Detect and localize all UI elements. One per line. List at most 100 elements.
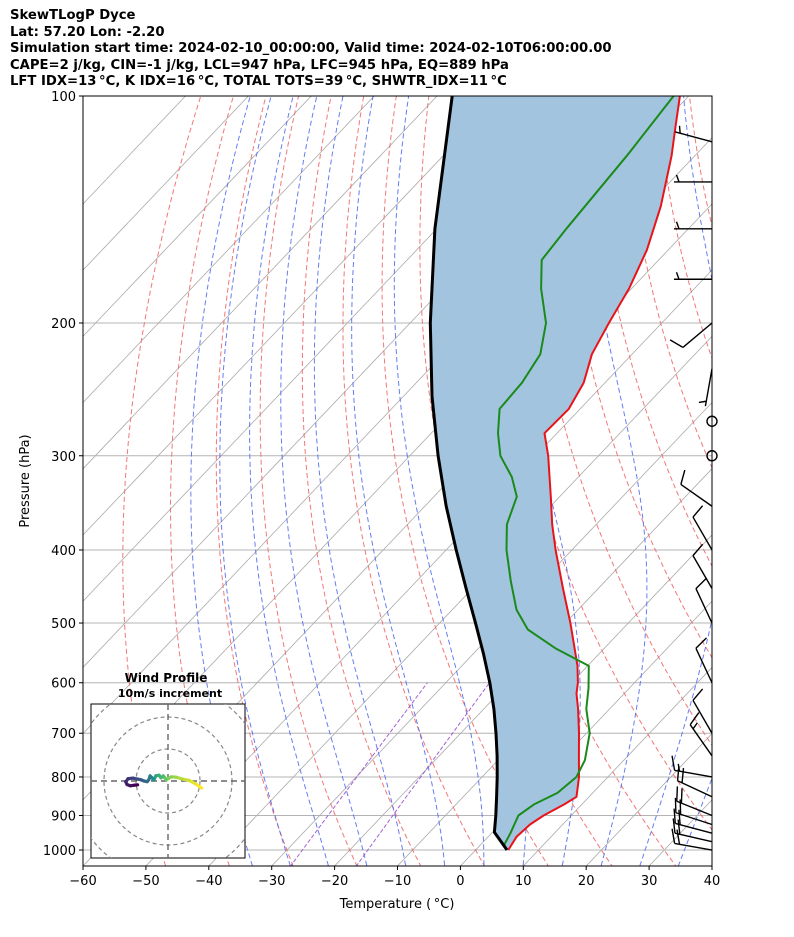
y-axis-label: Pressure (hPa)	[18, 434, 33, 527]
moist-adiabat	[280, 96, 368, 866]
barb-flag	[692, 505, 704, 518]
profile-lines	[428, 96, 681, 851]
dry-adiabat	[656, 96, 712, 360]
barb-staff	[704, 368, 713, 407]
y-tick-label: 1000	[43, 844, 76, 859]
wind-barb	[674, 272, 712, 280]
y-tick-label: 100	[51, 90, 76, 105]
x-tick-label: 20	[578, 874, 595, 889]
parcel-line	[428, 96, 509, 851]
x-tick-label: 30	[641, 874, 658, 889]
y-tick-label: 300	[51, 450, 76, 465]
moist-adiabat	[393, 96, 485, 866]
dry-adiabat	[785, 86, 794, 882]
barb-flag	[672, 818, 676, 834]
dewpoint-line	[497, 96, 675, 848]
mixing-ratio-line	[355, 682, 490, 866]
dry-adiabat	[342, 96, 486, 866]
barb-flag	[673, 808, 676, 824]
y-tick-label: 600	[51, 677, 76, 692]
moist-adiabat	[313, 96, 407, 866]
dry-adiabat	[301, 96, 422, 866]
dry-adiabat	[259, 96, 358, 866]
x-tick-label: 0	[456, 874, 464, 889]
wind-barb	[698, 368, 713, 407]
header: SkewTLogP Dyce Lat: 57.20 Lon: -2.20 Sim…	[10, 8, 612, 91]
barb-staff	[674, 769, 713, 778]
wind-barb	[671, 828, 713, 851]
y-tick-label: 200	[51, 317, 76, 332]
isotherm-line	[83, 96, 501, 536]
moist-adiabat	[351, 96, 446, 866]
barb-half-flag	[678, 125, 681, 134]
hodograph-title: Wind Profile	[125, 671, 208, 685]
isotherm-line	[83, 96, 375, 404]
wind-barb	[695, 637, 713, 684]
wind-barb	[692, 688, 713, 734]
wind-barb	[689, 712, 713, 757]
barb-staff	[692, 699, 713, 734]
cape-indices: CAPE=2 j/kg, CIN=-1 j/kg, LCL=947 hPa, L…	[10, 57, 509, 73]
barb-flag	[692, 543, 704, 557]
barb-staff	[695, 588, 713, 624]
x-tick-label: −10	[384, 874, 411, 889]
barb-staff	[675, 822, 713, 834]
barb-half-flag	[677, 763, 681, 772]
temperature-line	[507, 96, 681, 851]
barb-half-flag	[692, 722, 698, 730]
x-tick-label: −20	[321, 874, 348, 889]
dry-adiabat	[721, 86, 794, 882]
wind-barb	[673, 808, 713, 834]
x-tick-label: −60	[69, 874, 96, 889]
barb-flag	[669, 339, 684, 349]
barb-flag	[678, 809, 681, 825]
barb-half-flag	[675, 272, 680, 280]
barb-staff	[674, 832, 713, 843]
moist-adiabat	[219, 96, 291, 866]
isotherm-line	[208, 335, 712, 866]
wind-barb	[674, 797, 713, 826]
dry-adiabat	[688, 96, 712, 228]
wind-barb	[676, 786, 713, 817]
dry-adiabat	[491, 96, 712, 831]
hodograph-inset: Wind Profile 10m/s increment	[90, 671, 246, 859]
wind-barb	[695, 577, 713, 624]
simulation-time: Simulation start time: 2024-02-10_00:00:…	[10, 41, 612, 56]
barb-staff	[674, 842, 713, 851]
wind-barb	[674, 221, 712, 230]
barb-staff	[692, 516, 713, 551]
x-tick-label: −30	[258, 874, 285, 889]
barb-staff	[675, 131, 713, 143]
moist-adiabat	[677, 776, 712, 866]
barb-staff	[677, 780, 713, 798]
wind-barb	[680, 469, 713, 507]
dry-adiabat	[215, 96, 294, 866]
barb-half-flag	[675, 174, 680, 183]
lat-lon: Lat: 57.20 Lon: -2.20	[10, 24, 165, 40]
wind-barb	[671, 755, 713, 778]
y-tick-label: 400	[51, 544, 76, 559]
x-tick-label: 40	[704, 874, 721, 889]
wind-barb	[692, 505, 713, 551]
moist-adiabat	[639, 96, 712, 866]
moist-adiabat	[581, 96, 648, 866]
barb-half-flag	[675, 221, 680, 230]
isotherm-line	[585, 732, 712, 866]
wind-barb	[692, 543, 713, 589]
y-tick-label: 800	[51, 771, 76, 786]
barb-flag	[676, 786, 679, 802]
y-tick-label: 900	[51, 810, 76, 825]
barb-flag	[680, 788, 683, 804]
wind-barbs	[669, 125, 718, 851]
isotherm-line	[271, 401, 712, 866]
isotherm-line	[83, 96, 249, 271]
x-tick-label: −40	[195, 874, 222, 889]
isotherm-line	[334, 468, 712, 866]
dry-adiabat	[381, 96, 549, 866]
cape-fill	[430, 96, 680, 850]
y-tick-label: 700	[51, 727, 76, 742]
barb-flag	[692, 688, 704, 701]
barb-staff	[675, 812, 713, 826]
stability-indices: LFT IDX=13 °C, K IDX=16 °C, TOTAL TOTS=3…	[10, 74, 507, 89]
